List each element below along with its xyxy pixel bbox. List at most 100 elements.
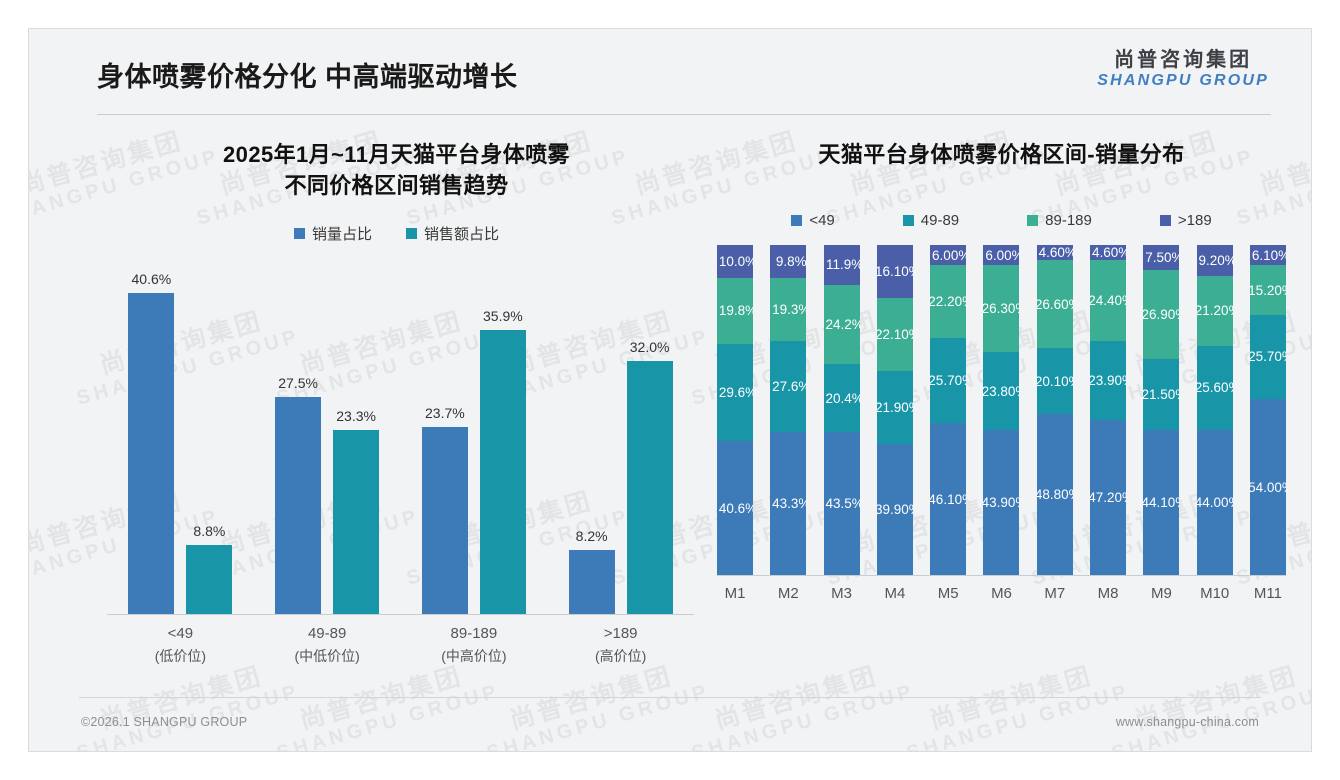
stacked-bar-column[interactable]: 4.60% 26.60% 20.10% 48.80% bbox=[1036, 245, 1073, 576]
segment-value-label: 25.70% bbox=[1250, 349, 1286, 365]
segment-value-label: 21.20% bbox=[1197, 303, 1233, 319]
stacked-bar-segment[interactable]: 48.80% bbox=[1036, 414, 1073, 576]
bar-value-label: 23.7% bbox=[425, 404, 465, 421]
stacked-bar-segment[interactable]: 20.4% bbox=[823, 364, 860, 432]
segment-value-label: 54.00% bbox=[1250, 479, 1286, 495]
legend-item-1[interactable]: 销量占比 bbox=[293, 223, 372, 244]
stacked-bar-column[interactable]: 9.8% 19.3% 27.6% 43.3% bbox=[770, 245, 807, 576]
stacked-bar-segment[interactable]: 9.20% bbox=[1196, 245, 1233, 276]
bar-rect[interactable] bbox=[568, 549, 615, 615]
stacked-bar-segment[interactable]: 25.60% bbox=[1196, 345, 1233, 431]
bar-column[interactable]: 27.5% bbox=[275, 258, 322, 615]
stacked-bar-segment[interactable]: 43.5% bbox=[823, 431, 860, 576]
stacked-bar-segment[interactable]: 11.9% bbox=[823, 245, 860, 285]
stacked-bar-segment[interactable]: 4.60% bbox=[1090, 245, 1127, 261]
stacked-bar-column[interactable]: 16.10% 22.10% 21.90% 39.90% bbox=[876, 245, 913, 576]
legend-swatch-icon bbox=[293, 228, 305, 240]
segment-value-label: 21.50% bbox=[1143, 386, 1179, 402]
bar-value-label: 8.2% bbox=[575, 527, 608, 544]
stacked-bar-column[interactable]: 7.50% 26.90% 21.50% 44.10% bbox=[1143, 245, 1180, 576]
stacked-bar-segment[interactable]: 25.70% bbox=[930, 338, 967, 424]
stacked-bar-segment[interactable]: 21.50% bbox=[1143, 358, 1180, 430]
stacked-bar-segment[interactable]: 15.20% bbox=[1249, 265, 1286, 315]
stacked-bar-segment[interactable]: 25.70% bbox=[1249, 314, 1286, 399]
bar-rect[interactable] bbox=[186, 544, 233, 615]
bar-column[interactable]: 23.3% bbox=[333, 258, 380, 615]
bar-column[interactable]: 40.6% bbox=[128, 258, 175, 615]
stacked-bar-segment[interactable]: 39.90% bbox=[876, 443, 913, 576]
stacked-bar-segment[interactable]: 26.90% bbox=[1143, 269, 1180, 359]
stacked-bar-segment[interactable]: 27.6% bbox=[770, 341, 807, 433]
stacked-bar-segment[interactable]: 21.20% bbox=[1196, 275, 1233, 346]
header-divider bbox=[97, 114, 1271, 115]
stacked-bar-column[interactable]: 11.9% 24.2% 20.4% 43.5% bbox=[823, 245, 860, 576]
x-tick-label: M6 bbox=[991, 585, 1012, 603]
stacked-bar-column[interactable]: 6.00% 22.20% 25.70% 46.10% bbox=[930, 245, 967, 576]
stacked-bar-segment[interactable]: 22.20% bbox=[930, 265, 967, 339]
stacked-bar-segment[interactable]: 43.3% bbox=[770, 432, 807, 576]
legend-swatch-icon bbox=[1027, 215, 1039, 227]
stacked-bar-segment[interactable]: 44.10% bbox=[1143, 429, 1180, 576]
stacked-bar-column[interactable]: 10.0% 19.8% 29.6% 40.6% bbox=[717, 245, 753, 576]
stacked-bar-column[interactable]: 6.00% 26.30% 23.80% 43.90% bbox=[983, 245, 1020, 576]
bar-rect[interactable] bbox=[421, 426, 468, 615]
stacked-bar-segment[interactable]: 16.10% bbox=[876, 245, 913, 299]
stacked-bar-segment[interactable]: 21.90% bbox=[876, 371, 913, 444]
bar-column[interactable]: 23.7% bbox=[421, 258, 468, 615]
bar-column[interactable]: 35.9% bbox=[479, 258, 526, 615]
stacked-bar-segment[interactable]: 20.10% bbox=[1036, 348, 1073, 415]
bar-rect[interactable] bbox=[128, 293, 175, 615]
stacked-bar-segment[interactable]: 7.50% bbox=[1143, 245, 1180, 270]
chart-panel-left: 2025年1月~11月天猫平台身体喷雾 不同价格区间销售趋势 销量占比 销售额占比… bbox=[89, 139, 704, 664]
x-tick-label-tier: (中高价位) bbox=[441, 647, 507, 664]
stacked-bar-column[interactable]: 9.20% 21.20% 25.60% 44.00% bbox=[1196, 245, 1233, 576]
stacked-bar-column[interactable]: 6.10% 15.20% 25.70% 54.00% bbox=[1249, 245, 1286, 576]
stacked-bar-segment[interactable]: 4.60% bbox=[1036, 245, 1073, 261]
bar-column[interactable]: 8.8% bbox=[186, 258, 233, 615]
left-chart-title-line2: 不同价格区间销售趋势 bbox=[284, 173, 509, 199]
stacked-bar-segment[interactable]: 9.8% bbox=[770, 245, 807, 278]
stacked-bar-segment[interactable]: 6.10% bbox=[1249, 245, 1286, 266]
segment-value-label: 44.10% bbox=[1143, 494, 1179, 510]
stacked-bar-segment[interactable]: 26.60% bbox=[1036, 260, 1073, 349]
x-tick-label: M7 bbox=[1044, 585, 1066, 603]
bar-rect[interactable] bbox=[333, 430, 380, 615]
stacked-bar-segment[interactable]: 54.00% bbox=[1249, 398, 1286, 576]
stacked-bar-segment[interactable]: 10.0% bbox=[717, 245, 753, 279]
legend-item-2[interactable]: 49-89 bbox=[902, 212, 959, 229]
segment-value-label: 6.10% bbox=[1251, 247, 1286, 263]
stacked-bar-segment[interactable]: 40.6% bbox=[717, 441, 753, 576]
stacked-bar-segment[interactable]: 44.00% bbox=[1196, 430, 1233, 576]
stacked-bar-segment[interactable]: 29.6% bbox=[717, 343, 753, 442]
stacked-bar-segment[interactable]: 6.00% bbox=[930, 245, 967, 266]
legend-item-1[interactable]: <49 bbox=[791, 212, 835, 229]
bar-rect[interactable] bbox=[275, 396, 322, 615]
stacked-bar-column[interactable]: 4.60% 24.40% 23.90% 47.20% bbox=[1090, 245, 1127, 576]
segment-value-label: 24.40% bbox=[1090, 293, 1126, 309]
stacked-bar-segment[interactable]: 47.20% bbox=[1090, 419, 1127, 576]
bar-rect[interactable] bbox=[626, 361, 673, 615]
segment-value-label: 15.20% bbox=[1250, 282, 1286, 298]
stacked-bar-segment[interactable]: 6.00% bbox=[983, 245, 1020, 266]
stacked-bar-segment[interactable]: 22.10% bbox=[876, 298, 913, 372]
bar-column[interactable]: 8.2% bbox=[568, 258, 615, 615]
stacked-bar-segment[interactable]: 19.8% bbox=[717, 278, 753, 344]
legend-item-4[interactable]: >189 bbox=[1159, 212, 1212, 229]
segment-value-label: 22.20% bbox=[930, 294, 966, 310]
stacked-bar-segment[interactable]: 24.2% bbox=[823, 284, 860, 365]
stacked-bar-segment[interactable]: 23.80% bbox=[983, 351, 1020, 431]
legend-item-3[interactable]: 89-189 bbox=[1027, 212, 1092, 229]
stacked-bar-segment[interactable]: 23.90% bbox=[1090, 340, 1127, 420]
stacked-bar-segment[interactable]: 46.10% bbox=[930, 423, 967, 576]
stacked-bar-segment[interactable]: 24.40% bbox=[1090, 260, 1127, 341]
stacked-bar-segment[interactable]: 19.3% bbox=[770, 277, 807, 342]
x-tick-label: <49 (低价位) bbox=[113, 622, 248, 667]
footer-website[interactable]: www.shangpu-china.com bbox=[1115, 715, 1259, 729]
legend-item-2[interactable]: 销售额占比 bbox=[406, 223, 499, 244]
bar-column[interactable]: 32.0% bbox=[626, 258, 673, 615]
stacked-bar-segment[interactable]: 26.30% bbox=[983, 265, 1020, 352]
bar-rect[interactable] bbox=[479, 330, 526, 615]
stacked-bar-segment[interactable]: 43.90% bbox=[983, 430, 1020, 576]
segment-value-label: 22.10% bbox=[877, 327, 913, 343]
segment-value-label: 46.10% bbox=[930, 491, 966, 507]
